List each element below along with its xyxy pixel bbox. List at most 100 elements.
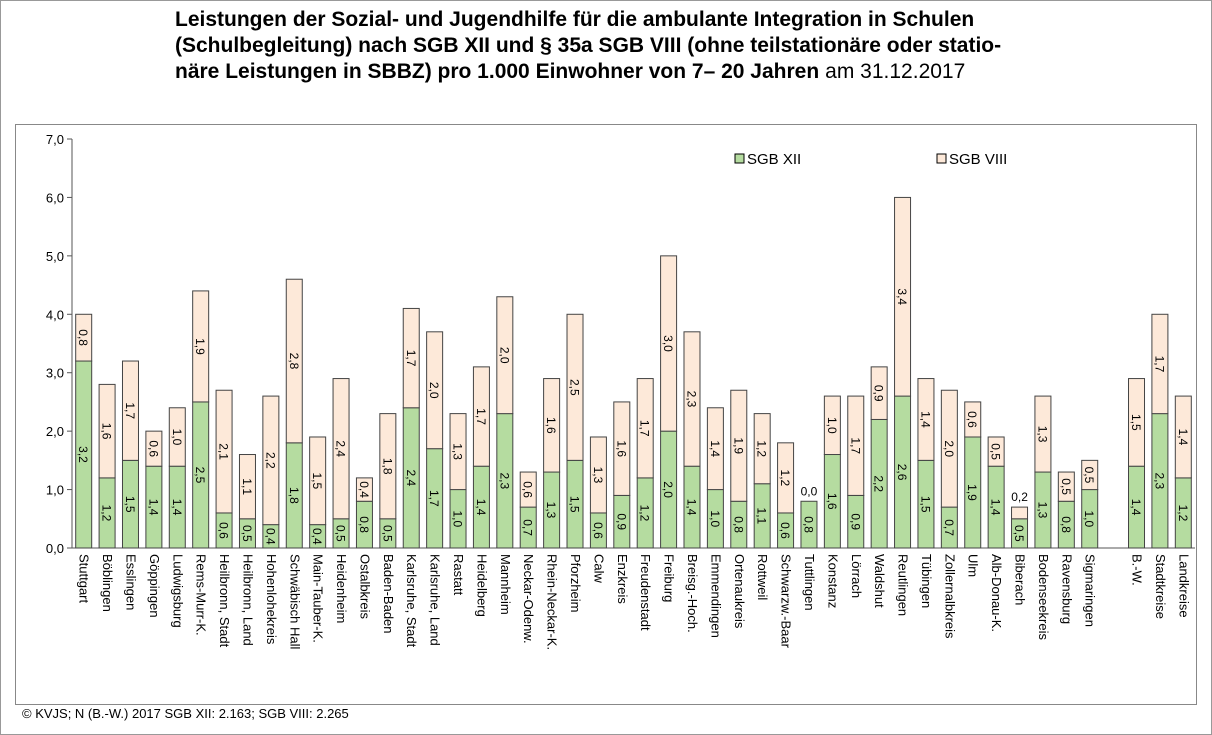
value-label: 0,8 (801, 516, 815, 533)
x-tick-label: Breisg.-Hoch. (685, 554, 700, 633)
x-tick-label: Lörrach (849, 554, 864, 598)
value-label: 2,5 (193, 467, 207, 484)
bar-segment (379, 413, 397, 520)
value-label: 1,4 (170, 499, 184, 516)
value-label: 0,6 (146, 440, 160, 457)
value-label: 1,3 (591, 467, 605, 484)
value-label: 0,7 (521, 519, 535, 536)
value-label: 0,7 (942, 519, 956, 536)
value-label: 1,3 (1035, 502, 1049, 519)
value-label: 1,4 (989, 499, 1003, 516)
value-label: 1,6 (825, 493, 839, 510)
x-tick-label: Stadtkreise (1153, 554, 1168, 619)
value-label: 0,8 (357, 516, 371, 533)
x-tick-label: Schwäbisch Hall (287, 554, 302, 649)
value-label: 1,2 (778, 470, 792, 487)
bar-segment (730, 389, 748, 502)
bar-segment (823, 395, 841, 456)
bar-segment (145, 430, 163, 467)
value-label: 1,7 (1152, 356, 1166, 373)
bar-segment (1011, 506, 1029, 520)
x-tick-label: Ludwigsburg (170, 554, 185, 628)
bar-segment (964, 401, 982, 438)
value-label: 2,1 (217, 443, 231, 460)
x-tick-label: Biberach (1013, 554, 1028, 605)
bar-segment (543, 378, 561, 473)
bar-segment (566, 313, 584, 461)
value-label: 3,0 (661, 335, 675, 352)
x-tick-label: Main-Tauber-K. (311, 554, 326, 643)
bar-segment (683, 331, 701, 467)
title-line: (Schulbegleitung) nach SGB XII und § 35a… (175, 34, 1001, 57)
bar-segment (777, 442, 795, 514)
bar-segment (472, 366, 490, 467)
bar-segment (660, 255, 678, 432)
x-tick-label: Ulm (966, 554, 981, 577)
bar-segment (192, 290, 210, 403)
bar-segment (262, 395, 280, 526)
x-tick-label: Ortenaukreis (732, 554, 747, 629)
value-label: 1,0 (708, 510, 722, 527)
value-label: 1,4 (146, 499, 160, 516)
chart-border (15, 124, 1197, 705)
x-tick-label: Heilbronn, Stadt (217, 554, 232, 648)
x-tick-label: Enzkreis (615, 554, 630, 604)
y-tick-label: 1,0 (46, 483, 64, 498)
bar-segment (753, 413, 771, 485)
value-label: 1,4 (708, 440, 722, 457)
bar-segment (402, 307, 420, 409)
x-tick-label: Rhein-Neckar-K. (545, 554, 560, 650)
value-label: 1,7 (404, 350, 418, 367)
y-tick-label: 6,0 (46, 190, 64, 205)
bar-segment (1081, 459, 1099, 491)
value-label: 0,5 (1059, 478, 1073, 495)
value-label: 1,7 (638, 420, 652, 437)
bar-segment (519, 471, 537, 508)
bar-segment (847, 395, 865, 496)
x-tick-label: Mannheim (498, 554, 513, 615)
bar-segment (800, 500, 818, 549)
x-tick-label: Rems-Murr-K. (194, 554, 209, 636)
bar-segment (215, 389, 233, 514)
x-tick-label: Ravensburg (1059, 554, 1074, 624)
value-label: 1,4 (1176, 429, 1190, 446)
value-label: 0,6 (965, 411, 979, 428)
x-tick-label: Esslingen (123, 554, 138, 610)
bar-segment (589, 436, 607, 514)
value-label: 1,9 (731, 437, 745, 454)
bar-segment (332, 378, 350, 520)
value-label: 0,9 (614, 513, 628, 530)
value-label: 2,3 (497, 472, 511, 489)
y-tick-label: 4,0 (46, 307, 64, 322)
x-tick-label: Böblingen (100, 554, 115, 612)
value-label: 1,1 (240, 478, 254, 495)
value-label: 2,6 (895, 464, 909, 481)
bar-segment (613, 401, 631, 496)
value-label: 0,5 (989, 443, 1003, 460)
x-tick-label: Tübingen (919, 554, 934, 608)
bar-segment (238, 454, 256, 520)
x-tick-label: Freiburg (662, 554, 677, 602)
x-tick-label: Rastatt (451, 554, 466, 596)
value-label: 1,0 (1082, 510, 1096, 527)
value-label: 0,5 (1082, 467, 1096, 484)
x-tick-label: Göppingen (147, 554, 162, 618)
bar-segment (894, 196, 912, 397)
value-label: 1,4 (474, 499, 488, 516)
x-tick-label: Reutlingen (896, 554, 911, 616)
value-label: 2,2 (263, 452, 277, 469)
title-line: Leistungen der Sozial- und Jugendhilfe f… (175, 8, 974, 31)
x-tick-label: Landkreise (1176, 554, 1191, 618)
x-tick-label: Sigmaringen (1083, 554, 1098, 627)
value-label: 2,5 (568, 379, 582, 396)
value-label: 2,3 (684, 391, 698, 408)
value-label: 2,0 (661, 481, 675, 498)
value-label: 1,3 (544, 502, 558, 519)
value-label: 1,5 (1129, 414, 1143, 431)
value-label: 0,5 (380, 525, 394, 542)
legend-label: SGB XII (747, 151, 801, 168)
x-tick-label: Waldshut (872, 554, 887, 608)
value-label: 2,4 (334, 440, 348, 457)
bar-segment (870, 366, 888, 420)
